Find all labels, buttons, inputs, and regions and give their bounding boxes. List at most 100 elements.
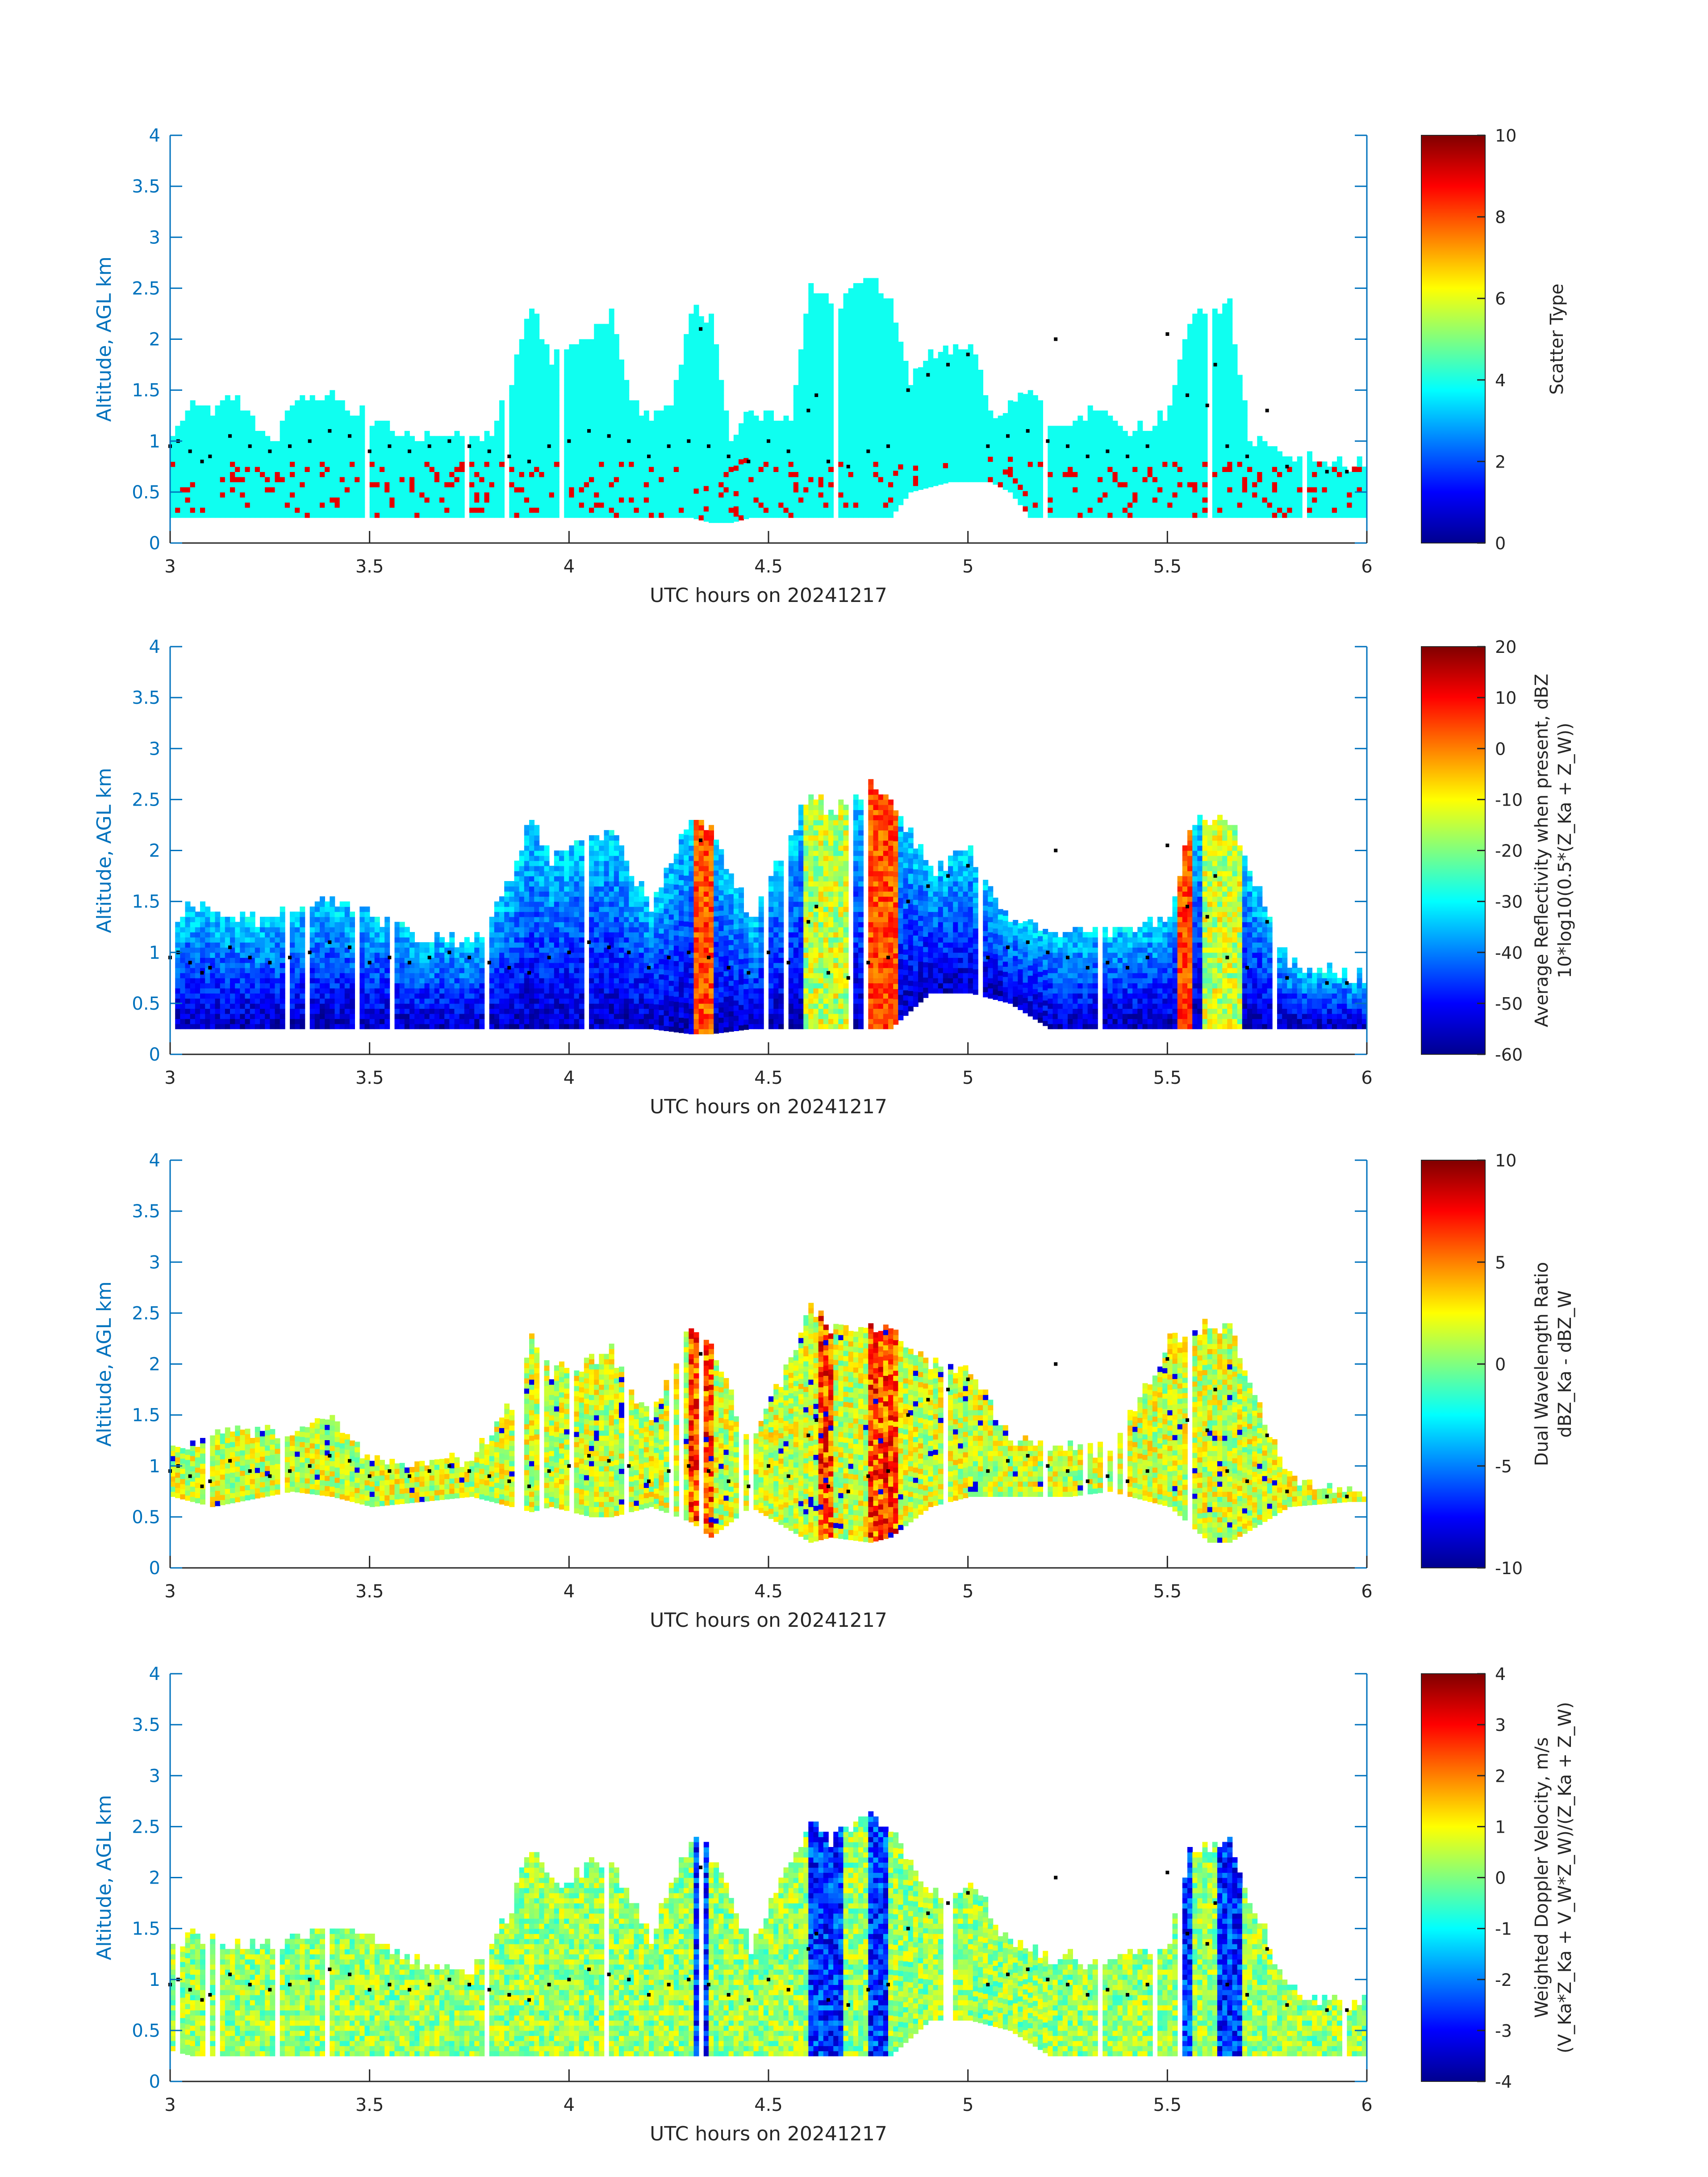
heatmap-cell [434, 446, 440, 451]
heatmap-cell [943, 458, 948, 463]
heatmap-cell [389, 472, 395, 477]
heatmap-cell [619, 513, 624, 518]
heatmap-cell [1118, 436, 1123, 441]
heatmap-cell [549, 492, 555, 497]
heatmap-cell [180, 426, 185, 431]
heatmap-cell [793, 497, 799, 502]
heatmap-cell [883, 309, 889, 314]
heatmap-cell [1033, 441, 1038, 447]
heatmap-cell [305, 451, 310, 457]
heatmap-cell [784, 482, 789, 487]
heatmap-cell [579, 344, 585, 350]
heatmap-cell [863, 370, 869, 375]
heatmap-cell [838, 492, 844, 497]
heatmap-cell [1167, 446, 1173, 451]
heatmap-cell [893, 348, 898, 354]
heatmap-cell [844, 309, 849, 314]
heatmap-cell [579, 487, 585, 493]
heatmap-cell [359, 492, 365, 497]
heatmap-cell [699, 316, 704, 322]
heatmap-cell [823, 385, 829, 390]
heatmap-cell [539, 446, 544, 451]
heatmap-cell [255, 472, 260, 477]
heatmap-cell [554, 513, 560, 518]
heatmap-cell [948, 355, 953, 360]
heatmap-cell [718, 390, 724, 396]
heatmap-cell [1137, 497, 1143, 502]
heatmap-cell [858, 349, 864, 355]
heatmap-cell [868, 329, 873, 334]
heatmap-cell [350, 441, 355, 447]
heatmap-cell [848, 426, 854, 431]
heatmap-cell [405, 507, 410, 513]
heatmap-cell [240, 502, 245, 508]
heatmap-cell [684, 395, 689, 401]
heatmap-cell [828, 319, 834, 324]
heatmap-cell [718, 487, 724, 493]
heatmap-cell [878, 472, 884, 477]
heatmap-cell [803, 426, 809, 431]
heatmap-cell [684, 380, 689, 385]
heatmap-cell [170, 461, 175, 467]
heatmap-cell [375, 477, 380, 482]
heatmap-cell [569, 487, 574, 493]
heatmap-cell [200, 426, 205, 431]
heatmap-cell [699, 479, 704, 485]
heatmap-cell [529, 467, 535, 472]
heatmap-cell [604, 359, 610, 365]
heatmap-cell [853, 431, 859, 436]
heatmap-cell [539, 441, 544, 447]
heatmap-cell [499, 502, 505, 508]
heatmap-cell [1083, 467, 1088, 472]
heatmap-cell [544, 456, 550, 462]
heatmap-cell [898, 434, 903, 439]
heatmap-cell [649, 502, 654, 508]
heatmap-cell [748, 472, 754, 477]
heatmap-cell [474, 502, 480, 508]
heatmap-cell [868, 385, 873, 390]
heatmap-cell [1068, 451, 1073, 457]
heatmap-cell [609, 482, 614, 487]
heatmap-cell [295, 426, 300, 431]
heatmap-cell [629, 426, 634, 431]
heatmap-cell [325, 436, 330, 441]
heatmap-cell [534, 375, 539, 380]
heatmap-cell [953, 436, 958, 441]
heatmap-cell [469, 472, 475, 477]
heatmap-cell [674, 436, 679, 441]
heatmap-cell [798, 370, 804, 375]
heatmap-cell [554, 355, 560, 360]
heatmap-cell [709, 482, 714, 487]
heatmap-cell [873, 395, 879, 401]
heatmap-cell [754, 492, 759, 497]
heatmap-cell [569, 359, 574, 365]
heatmap-cell [883, 482, 889, 487]
heatmap-cell [729, 441, 734, 447]
heatmap-cell [838, 487, 844, 493]
heatmap-cell [639, 513, 644, 518]
heatmap-cell [908, 472, 914, 477]
heatmap-cell [724, 441, 729, 447]
heatmap-cell [1013, 452, 1018, 458]
heatmap-cell [270, 492, 275, 497]
heatmap-cell [549, 487, 555, 493]
heatmap-cell [599, 477, 604, 482]
heatmap-cell [1173, 426, 1178, 431]
heatmap-cell [1162, 451, 1168, 457]
heatmap-cell [819, 400, 824, 405]
heatmap-cell [748, 513, 754, 518]
heatmap-cell [574, 451, 580, 457]
heatmap-cell [1153, 492, 1158, 497]
heatmap-cell [459, 467, 465, 472]
heatmap-cell [594, 365, 599, 370]
heatmap-cell [918, 367, 923, 372]
heatmap-cell [300, 502, 305, 508]
heatmap-cell [968, 421, 973, 426]
heatmap-cell [928, 365, 933, 370]
heatmap-cell [694, 310, 699, 315]
heatmap-cell [275, 456, 280, 462]
heatmap-cell [190, 400, 196, 405]
heatmap-cell [579, 431, 585, 436]
heatmap-cell [335, 461, 340, 467]
heatmap-cell [823, 380, 829, 385]
